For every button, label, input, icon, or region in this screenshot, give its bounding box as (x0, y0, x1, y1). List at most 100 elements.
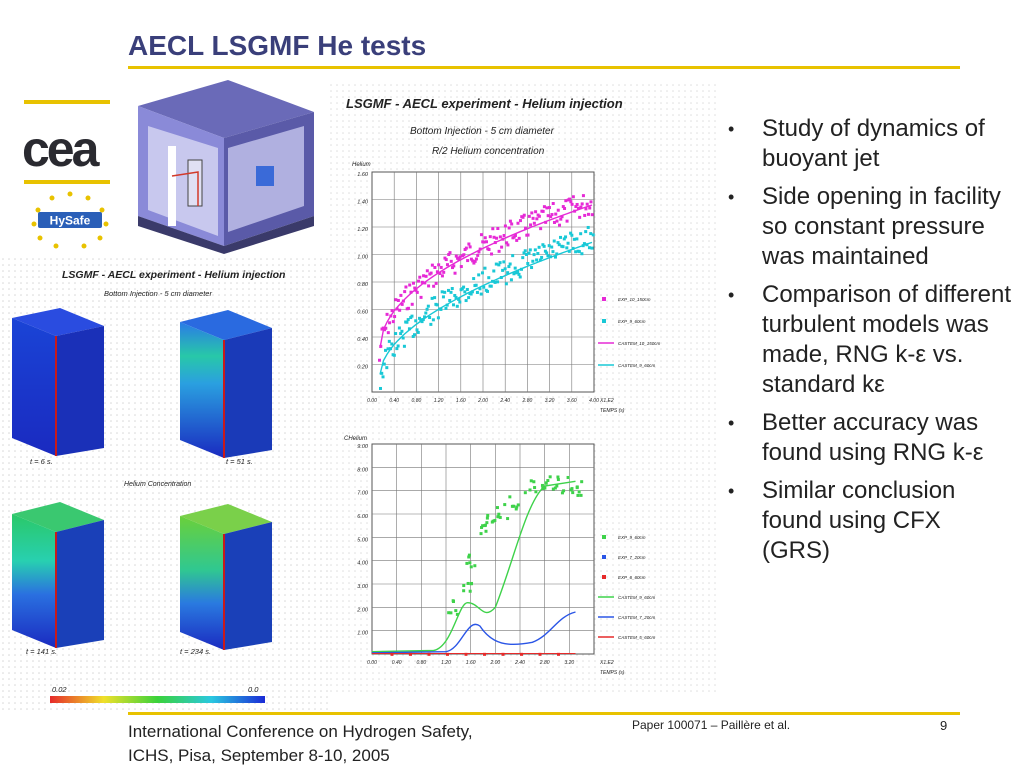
exp-point-cyan (567, 249, 571, 253)
top-ytick: 0.20 (357, 365, 369, 371)
exp-point-cyan (448, 298, 452, 302)
exp-point-cyan (390, 342, 394, 346)
bottom-ytick: 2.00 (356, 607, 369, 613)
exp-point-green (485, 516, 489, 520)
bottom-xtick: 0.80 (416, 660, 426, 666)
exp-point-cyan (497, 263, 501, 267)
star-ring-icon (31, 191, 109, 249)
exp-point-magenta (571, 195, 575, 199)
exp-point-magenta (415, 290, 419, 294)
exp-point-magenta (476, 253, 480, 257)
exp-point-green (510, 504, 514, 508)
bottom-x-multiplier: X1.E2 (599, 660, 614, 666)
exp-point-green (528, 488, 532, 492)
exp-point-cyan (452, 303, 456, 307)
exp-point-cyan (426, 304, 430, 308)
exp-point-cyan (412, 333, 416, 337)
exp-point-magenta (477, 250, 481, 254)
exp-point-cyan (379, 386, 382, 390)
legend-marker (602, 555, 606, 559)
exp-point-magenta (560, 215, 564, 219)
exp-point-cyan (460, 287, 464, 291)
exp-point-magenta (550, 213, 554, 217)
exp-point-cyan (416, 330, 420, 334)
exp-point-green (533, 486, 537, 490)
exp-point-green (534, 490, 538, 494)
exp-point-magenta (385, 312, 389, 316)
exp-point-cyan (414, 319, 418, 323)
exp-point-magenta (458, 255, 462, 259)
exp-point-cyan (477, 273, 481, 277)
exp-point-cyan (546, 254, 550, 258)
exp-point-magenta (462, 253, 466, 257)
exp-point-green (556, 475, 560, 479)
exp-point-green (515, 505, 519, 509)
exp-point-magenta (497, 249, 501, 253)
exp-point-cyan (562, 237, 566, 241)
exp-point-cyan (420, 320, 424, 324)
exp-point-magenta (495, 236, 499, 240)
exp-point-green (523, 491, 527, 495)
exp-point-cyan (449, 290, 453, 294)
exp-point-cyan (440, 290, 444, 294)
exp-point-cyan (512, 272, 516, 276)
exp-point-cyan (410, 314, 414, 318)
exp-point-cyan (400, 329, 404, 333)
exp-point-magenta (555, 219, 559, 223)
bottom-legend-entry: CASTEM_9_60cm (618, 595, 656, 600)
exp-point-cyan (430, 296, 434, 300)
plot-frame (371, 443, 595, 655)
top-chart: Helium 1.60 1.40 1.20 1.00 0.80 0.60 0.40 0.20 0.… (352, 162, 661, 414)
exp-point-cyan (533, 248, 537, 252)
exp-point-cyan (518, 275, 522, 279)
exp-point-magenta (521, 215, 525, 219)
exp-point-magenta (488, 235, 492, 239)
exp-point-magenta (399, 293, 403, 297)
bullet-list: Study of dynamics of buoyant jet Side op… (724, 114, 1014, 574)
exp-point-green (576, 493, 580, 497)
top-xtick: 2.40 (499, 398, 510, 404)
exp-point-red (520, 652, 523, 656)
bottom-ytick: 6.00 (357, 514, 369, 520)
exp-point-magenta (391, 320, 395, 324)
exp-point-green (485, 521, 489, 525)
exp-point-magenta (410, 302, 414, 306)
bottom-chart: CHelium 9.00 8.00 7.00 6.00 5.00 4.00 3.00 2.00 1… (344, 436, 656, 676)
top-xtick: 0.40 (389, 398, 399, 404)
exp-point-magenta (467, 242, 471, 246)
top-legend-entry: EXP_10_150cm (618, 297, 651, 302)
sim-block-t141 (12, 502, 104, 648)
exp-point-magenta (510, 222, 514, 226)
exp-point-green (560, 491, 564, 495)
exp-point-magenta (408, 283, 412, 287)
top-xtick: 2.80 (522, 398, 533, 404)
bottom-legend-entry: CASTEM_7_20cm (618, 615, 656, 620)
exp-point-cyan (458, 300, 462, 304)
exp-point-magenta (435, 270, 439, 274)
exp-point-magenta (451, 266, 455, 270)
exp-point-cyan (397, 326, 401, 330)
exp-point-cyan (435, 303, 439, 307)
top-ytick: 0.40 (357, 337, 369, 343)
exp-point-magenta (564, 199, 568, 203)
exp-point-magenta (386, 331, 390, 335)
exp-point-magenta (496, 226, 500, 230)
exp-point-magenta (584, 207, 588, 211)
bottom-ylabel: CHelium (344, 436, 367, 442)
exp-point-magenta (529, 223, 533, 227)
exp-point-magenta (381, 326, 385, 330)
exp-point-magenta (427, 284, 431, 288)
sim-block-t6 (12, 308, 104, 456)
exp-point-cyan (431, 318, 435, 322)
exp-point-magenta (418, 275, 422, 279)
bottom-ytick: 1.00 (357, 631, 369, 637)
exp-point-green (468, 589, 472, 593)
plot-title: LSGMF - AECL experiment - Helium injecti… (346, 96, 623, 111)
logo-bar-bottom (24, 180, 110, 184)
exp-point-magenta (588, 206, 592, 210)
exp-point-cyan (503, 267, 507, 271)
exp-point-cyan (487, 276, 491, 280)
exp-point-red (557, 652, 560, 656)
exp-point-magenta (404, 285, 408, 289)
plot-subtitle-2: R/2 Helium concentration (432, 146, 545, 157)
